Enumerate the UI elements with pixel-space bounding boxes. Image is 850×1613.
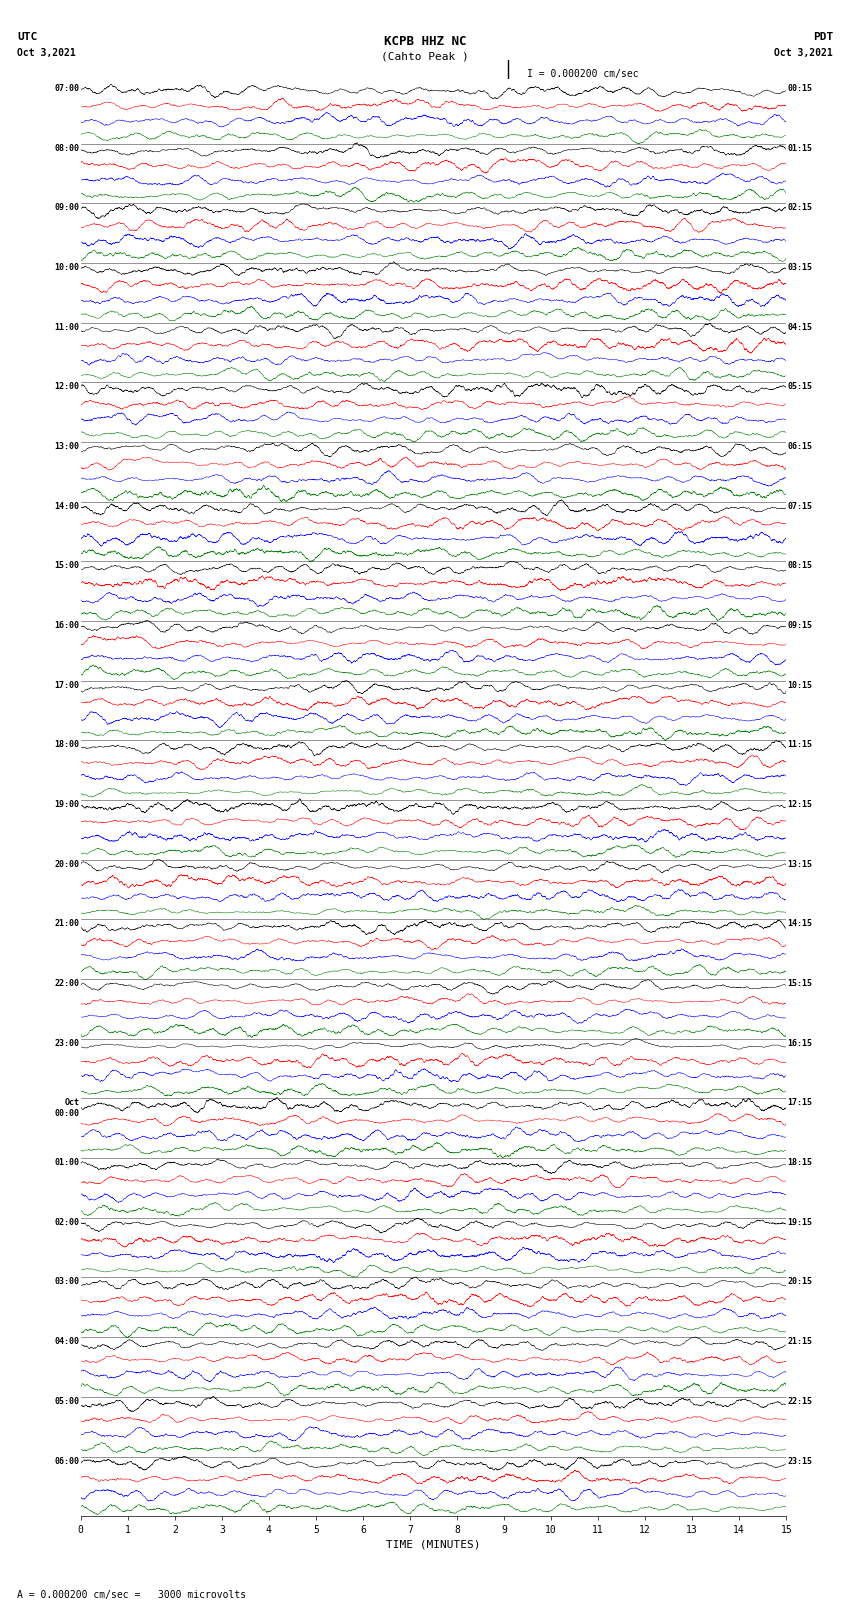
Text: 21:00: 21:00: [54, 919, 79, 929]
Text: 03:15: 03:15: [788, 263, 813, 273]
Text: 19:00: 19:00: [54, 800, 79, 810]
Text: Oct
00:00: Oct 00:00: [54, 1098, 79, 1118]
Text: 14:15: 14:15: [788, 919, 813, 929]
Text: 04:15: 04:15: [788, 323, 813, 332]
Text: 14:00: 14:00: [54, 502, 79, 511]
Text: PDT: PDT: [813, 32, 833, 42]
Text: 03:00: 03:00: [54, 1277, 79, 1287]
Text: 02:00: 02:00: [54, 1218, 79, 1227]
Text: 18:00: 18:00: [54, 740, 79, 750]
Text: 07:00: 07:00: [54, 84, 79, 94]
Text: A = 0.000200 cm/sec =   3000 microvolts: A = 0.000200 cm/sec = 3000 microvolts: [17, 1590, 246, 1600]
Text: 20:15: 20:15: [788, 1277, 813, 1287]
Text: 12:15: 12:15: [788, 800, 813, 810]
Text: 11:00: 11:00: [54, 323, 79, 332]
Text: 08:00: 08:00: [54, 144, 79, 153]
Text: 15:15: 15:15: [788, 979, 813, 989]
Text: 20:00: 20:00: [54, 860, 79, 869]
Text: (Cahto Peak ): (Cahto Peak ): [381, 52, 469, 61]
Text: 18:15: 18:15: [788, 1158, 813, 1168]
Text: 22:15: 22:15: [788, 1397, 813, 1407]
Text: 19:15: 19:15: [788, 1218, 813, 1227]
Text: 01:00: 01:00: [54, 1158, 79, 1168]
Text: 22:00: 22:00: [54, 979, 79, 989]
Text: UTC: UTC: [17, 32, 37, 42]
Text: KCPB HHZ NC: KCPB HHZ NC: [383, 35, 467, 48]
Text: 00:15: 00:15: [788, 84, 813, 94]
Text: Oct 3,2021: Oct 3,2021: [774, 48, 833, 58]
Text: 04:00: 04:00: [54, 1337, 79, 1347]
Text: 21:15: 21:15: [788, 1337, 813, 1347]
Text: 06:00: 06:00: [54, 1457, 79, 1466]
Text: 13:00: 13:00: [54, 442, 79, 452]
Text: 16:00: 16:00: [54, 621, 79, 631]
Text: 01:15: 01:15: [788, 144, 813, 153]
Text: 07:15: 07:15: [788, 502, 813, 511]
Text: 08:15: 08:15: [788, 561, 813, 571]
Text: 10:15: 10:15: [788, 681, 813, 690]
Text: 09:15: 09:15: [788, 621, 813, 631]
Text: 05:15: 05:15: [788, 382, 813, 392]
Text: 05:00: 05:00: [54, 1397, 79, 1407]
Text: 23:00: 23:00: [54, 1039, 79, 1048]
Text: 10:00: 10:00: [54, 263, 79, 273]
Text: 17:00: 17:00: [54, 681, 79, 690]
Text: 16:15: 16:15: [788, 1039, 813, 1048]
Text: Oct 3,2021: Oct 3,2021: [17, 48, 76, 58]
Text: 06:15: 06:15: [788, 442, 813, 452]
Text: 02:15: 02:15: [788, 203, 813, 213]
Text: 23:15: 23:15: [788, 1457, 813, 1466]
Text: 12:00: 12:00: [54, 382, 79, 392]
X-axis label: TIME (MINUTES): TIME (MINUTES): [386, 1539, 481, 1550]
Text: 13:15: 13:15: [788, 860, 813, 869]
Text: I = 0.000200 cm/sec: I = 0.000200 cm/sec: [527, 69, 638, 79]
Text: 17:15: 17:15: [788, 1098, 813, 1108]
Text: 09:00: 09:00: [54, 203, 79, 213]
Text: 15:00: 15:00: [54, 561, 79, 571]
Text: 11:15: 11:15: [788, 740, 813, 750]
